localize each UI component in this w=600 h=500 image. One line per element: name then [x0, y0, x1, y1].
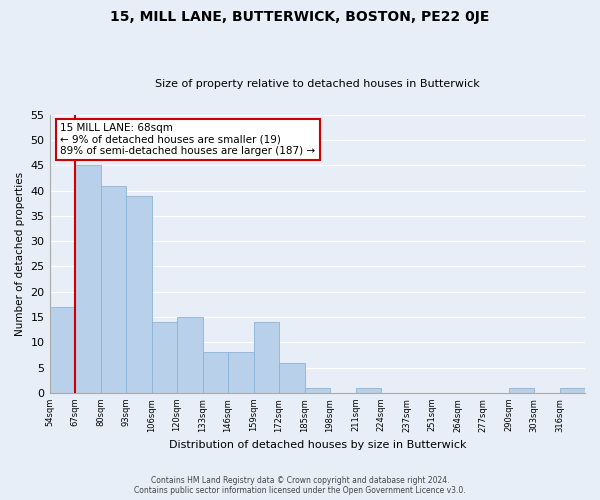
Bar	[305, 388, 330, 393]
Bar	[279, 362, 305, 393]
Bar	[560, 388, 585, 393]
X-axis label: Distribution of detached houses by size in Butterwick: Distribution of detached houses by size …	[169, 440, 466, 450]
Text: 15, MILL LANE, BUTTERWICK, BOSTON, PE22 0JE: 15, MILL LANE, BUTTERWICK, BOSTON, PE22 …	[110, 10, 490, 24]
Bar	[126, 196, 152, 393]
Bar	[152, 322, 177, 393]
Bar	[254, 322, 279, 393]
Bar	[228, 352, 254, 393]
Bar	[50, 307, 75, 393]
Title: Size of property relative to detached houses in Butterwick: Size of property relative to detached ho…	[155, 79, 479, 89]
Text: Contains HM Land Registry data © Crown copyright and database right 2024.
Contai: Contains HM Land Registry data © Crown c…	[134, 476, 466, 495]
Bar	[356, 388, 381, 393]
Bar	[101, 186, 126, 393]
Bar	[177, 317, 203, 393]
Y-axis label: Number of detached properties: Number of detached properties	[15, 172, 25, 336]
Text: 15 MILL LANE: 68sqm
← 9% of detached houses are smaller (19)
89% of semi-detache: 15 MILL LANE: 68sqm ← 9% of detached hou…	[60, 123, 316, 156]
Bar	[203, 352, 228, 393]
Bar	[75, 166, 101, 393]
Bar	[509, 388, 534, 393]
